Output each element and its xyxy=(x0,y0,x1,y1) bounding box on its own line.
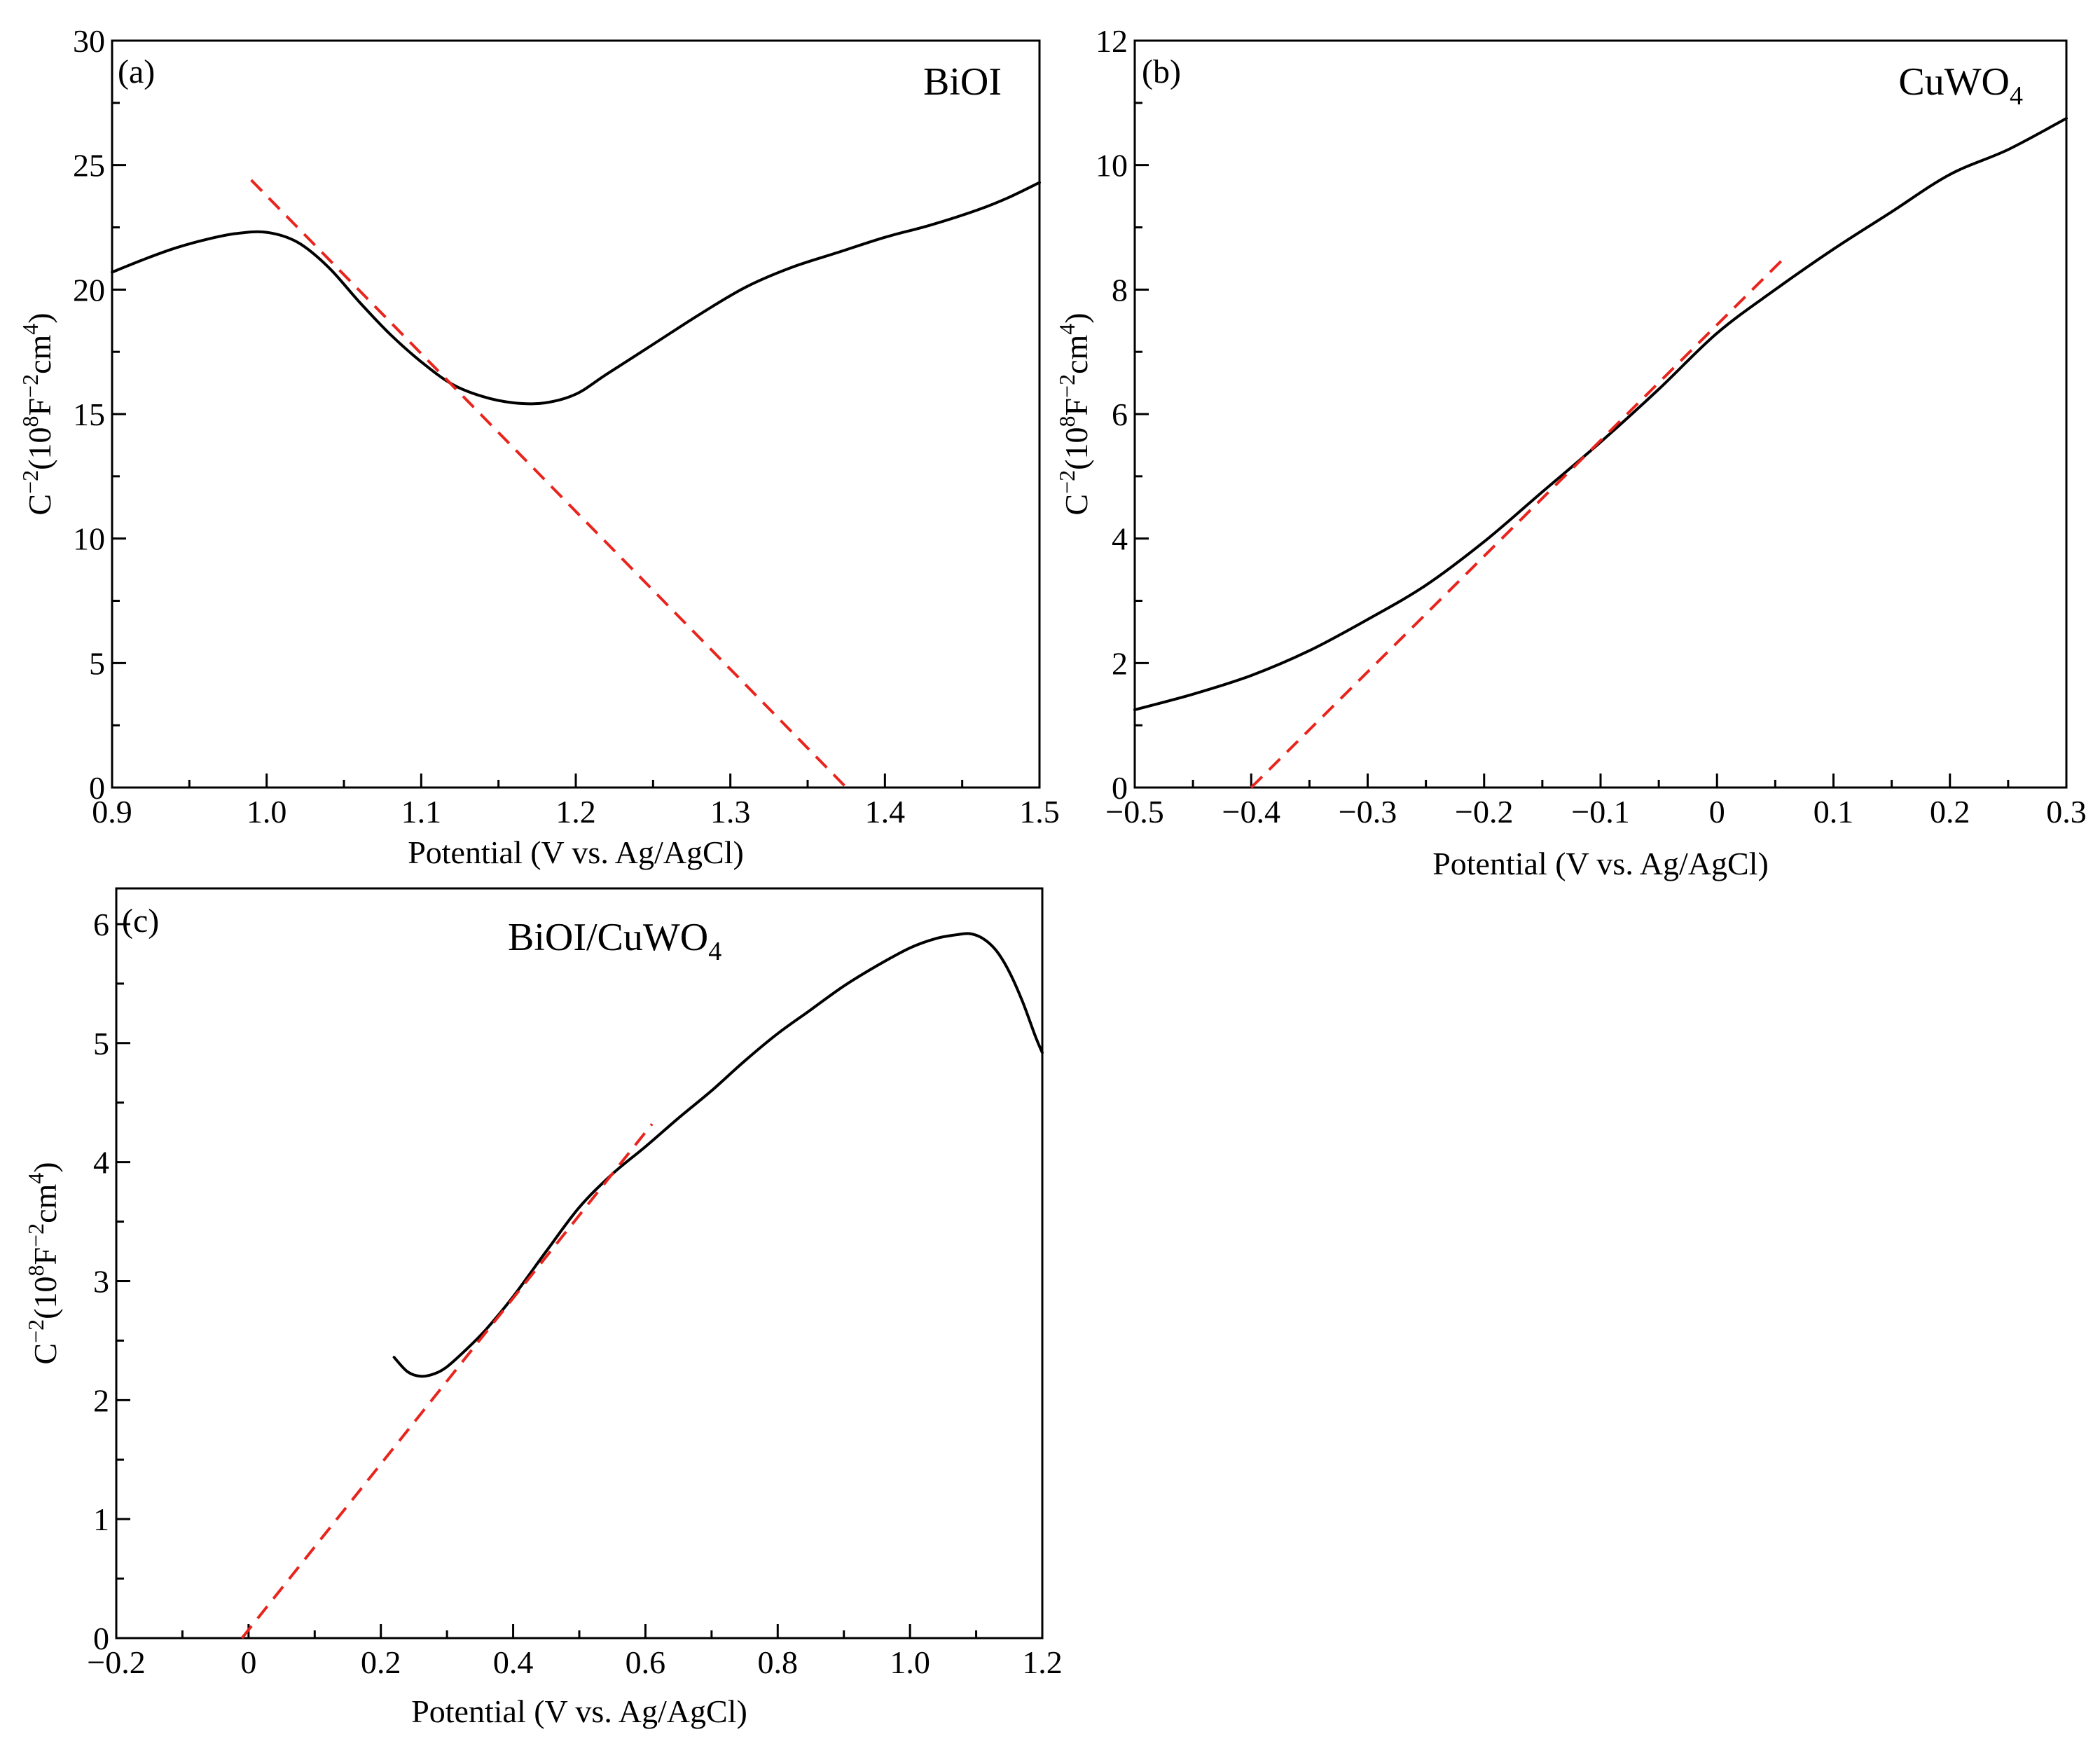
y-tick-label: 8 xyxy=(1112,272,1128,308)
y-axis-title: C−2(108F−2cm4) xyxy=(23,1162,63,1364)
sample-label: BiOI xyxy=(923,60,1002,104)
x-tick-label: 0 xyxy=(1709,794,1725,830)
measured-curve xyxy=(111,181,1041,406)
x-tick-label: 0.8 xyxy=(758,1644,799,1680)
y-axis-title: C−2(108F−2cm4) xyxy=(1054,312,1094,515)
x-tick-label: 0.3 xyxy=(2046,794,2087,830)
axis-ticks xyxy=(115,923,1044,1640)
x-tick-label: −0.5 xyxy=(1105,794,1163,830)
y-tick-label: 6 xyxy=(93,907,109,942)
y-tick-labels: 0 1 2 3 4 5 6 xyxy=(93,907,109,1656)
sample-label: BiOI/CuWO4 xyxy=(508,916,721,966)
y-tick-label: 0 xyxy=(1112,770,1128,806)
x-tick-labels: −0.5 −0.4 −0.3 −0.2 −0.1 0 0.1 0.2 0.3 xyxy=(1105,794,2086,830)
y-tick-label: 10 xyxy=(1096,148,1128,184)
y-tick-label: 2 xyxy=(93,1382,109,1418)
panel-tag: (a) xyxy=(118,53,155,90)
x-tick-label: 1.0 xyxy=(890,1644,930,1680)
x-tick-label: 0.2 xyxy=(1930,794,1970,830)
x-tick-label: 1.3 xyxy=(710,794,751,830)
x-tick-label: 0.1 xyxy=(1814,794,1854,830)
y-tick-label: 15 xyxy=(73,397,105,432)
linear-fit-line xyxy=(250,179,848,789)
x-tick-label: 1.1 xyxy=(401,794,442,830)
x-tick-labels: −0.2 0 0.2 0.4 0.6 0.8 1.0 1.2 xyxy=(87,1644,1062,1680)
x-tick-label: −0.2 xyxy=(87,1644,145,1680)
y-tick-label: 20 xyxy=(73,272,105,308)
y-tick-label: 30 xyxy=(73,23,105,59)
y-tick-label: 12 xyxy=(1096,23,1128,59)
y-tick-label: 5 xyxy=(89,645,105,681)
x-tick-label: 1.2 xyxy=(555,794,596,830)
y-tick-labels: 0 2 4 6 8 10 12 xyxy=(1096,23,1128,806)
linear-fit-line xyxy=(240,1123,654,1640)
plot-frame xyxy=(115,887,1044,1640)
y-tick-label: 4 xyxy=(1112,521,1128,557)
x-tick-label: −0.2 xyxy=(1455,794,1513,830)
x-tick-label: 1.5 xyxy=(1019,794,1060,830)
y-tick-label: 3 xyxy=(93,1263,109,1299)
axis-ticks xyxy=(111,39,1041,789)
x-tick-label: 0.6 xyxy=(626,1644,666,1680)
x-tick-label: 0.2 xyxy=(361,1644,401,1680)
x-axis-title: Potential (V vs. Ag/AgCl) xyxy=(408,834,744,870)
x-axis-title: Potential (V vs. Ag/AgCl) xyxy=(411,1693,747,1729)
measured-curve xyxy=(1133,117,2068,711)
x-tick-label: −0.4 xyxy=(1222,794,1280,830)
y-tick-label: 4 xyxy=(93,1145,109,1181)
panel-b: −0.5 −0.4 −0.3 −0.2 −0.1 0 0.1 0.2 0.3 0 2 4 6 8 10 12… xyxy=(1054,23,2087,881)
x-tick-label: 1.4 xyxy=(865,794,906,830)
y-tick-label: 0 xyxy=(89,770,105,806)
panel-tag: (b) xyxy=(1142,53,1181,90)
panel-a: 0.9 1.0 1.1 1.2 1.3 1.4 1.5 0 5 10 15 20 25 30 (a) B… xyxy=(18,23,1060,870)
x-tick-label: 1.0 xyxy=(247,794,287,830)
y-tick-label: 2 xyxy=(1112,645,1128,681)
y-tick-label: 1 xyxy=(93,1501,109,1537)
plot-frame xyxy=(111,39,1041,789)
x-tick-label: 0.4 xyxy=(493,1644,534,1680)
x-tick-label: 0 xyxy=(240,1644,256,1680)
x-tick-labels: 0.9 1.0 1.1 1.2 1.3 1.4 1.5 xyxy=(92,794,1060,830)
x-axis-title: Potential (V vs. Ag/AgCl) xyxy=(1432,846,1769,881)
y-tick-label: 10 xyxy=(73,521,105,557)
y-tick-label: 5 xyxy=(93,1026,109,1061)
y-tick-label: 6 xyxy=(1112,397,1128,432)
y-axis-title: C−2(108F−2cm4) xyxy=(18,312,57,515)
linear-fit-line xyxy=(1250,254,1788,789)
x-tick-label: −0.3 xyxy=(1339,794,1397,830)
y-tick-label: 0 xyxy=(93,1621,109,1656)
axis-ticks xyxy=(1133,39,2068,789)
sample-label: CuWO4 xyxy=(1898,60,2023,111)
measured-curve xyxy=(392,932,1044,1378)
y-tick-labels: 0 5 10 15 20 25 30 xyxy=(73,23,105,806)
panel-tag: (c) xyxy=(122,902,159,940)
plot-frame xyxy=(1133,39,2068,789)
x-tick-label: 0.9 xyxy=(92,794,132,830)
x-tick-label: −0.1 xyxy=(1571,794,1629,830)
x-tick-label: 1.2 xyxy=(1022,1644,1063,1680)
y-tick-label: 25 xyxy=(73,148,105,184)
